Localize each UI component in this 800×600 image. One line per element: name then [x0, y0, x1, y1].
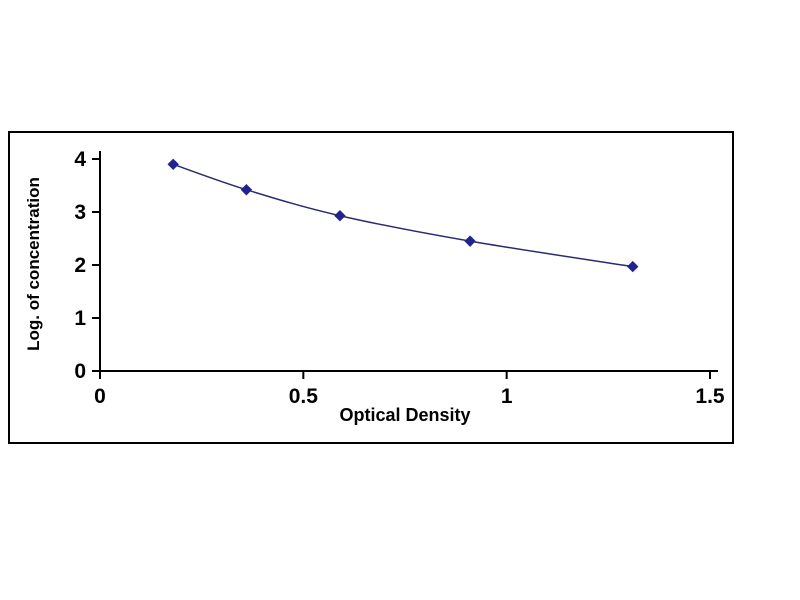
svg-text:1.5: 1.5: [695, 385, 725, 408]
svg-text:0: 0: [94, 385, 106, 408]
chart-frame: Log. of concentration 0 1 2 3 4 0 0.5 1 1.5 Opti…: [8, 131, 734, 444]
svg-text:0.5: 0.5: [289, 385, 319, 408]
svg-text:0: 0: [74, 360, 86, 383]
x-axis-label: Optical Density: [339, 405, 471, 425]
standard-curve-plot: 0 1 2 3 4 0 0.5 1 1.5: [74, 148, 725, 408]
svg-text:2: 2: [74, 254, 86, 277]
svg-text:1: 1: [74, 307, 86, 330]
svg-text:1: 1: [501, 385, 513, 408]
svg-text:3: 3: [74, 201, 86, 224]
svg-text:4: 4: [74, 148, 86, 171]
